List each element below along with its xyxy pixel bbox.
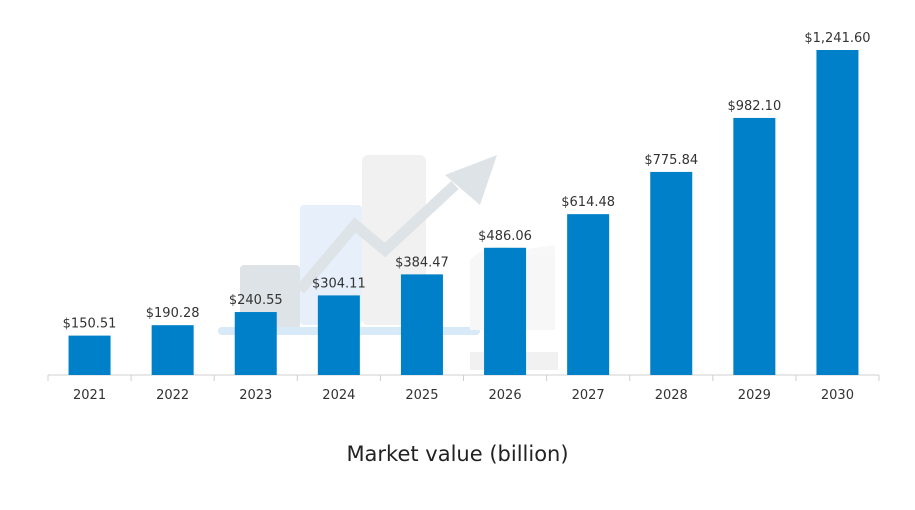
bars-group xyxy=(68,50,859,376)
x-tick-labels-group: 2021 2022 2023 2024 2025 2026 2027 2028 2029 2030 xyxy=(73,388,854,403)
bar-2026 xyxy=(484,247,527,375)
bar-2029 xyxy=(733,117,776,376)
bar-2022 xyxy=(151,325,194,375)
data-label-2025: $384.47 xyxy=(395,255,449,270)
x-axis-title: Market value (billion) xyxy=(346,442,569,466)
data-labels-group: $150.51 $190.28 $240.55 $304.11 $384.47 $486.… xyxy=(63,31,871,332)
data-label-2028: $775.84 xyxy=(644,153,698,168)
bar-2021 xyxy=(68,335,111,375)
bar-2030 xyxy=(816,50,859,375)
data-label-2030: $1,241.60 xyxy=(804,31,870,46)
data-label-2029: $982.10 xyxy=(727,99,781,114)
x-tick-label-2025: 2025 xyxy=(405,388,438,403)
data-label-2022: $190.28 xyxy=(146,306,200,321)
data-label-2021: $150.51 xyxy=(63,317,117,332)
x-tick-label-2028: 2028 xyxy=(655,388,688,403)
x-axis-ticks xyxy=(47,375,880,381)
data-label-2024: $304.11 xyxy=(312,276,366,291)
bar-2027 xyxy=(567,214,610,375)
x-tick-label-2029: 2029 xyxy=(738,388,771,403)
data-label-2026: $486.06 xyxy=(478,229,532,244)
bar-2025 xyxy=(400,274,443,375)
x-tick-label-2021: 2021 xyxy=(73,388,106,403)
data-label-2027: $614.48 xyxy=(561,195,615,210)
bar-2023 xyxy=(234,312,277,375)
x-tick-label-2030: 2030 xyxy=(821,388,854,403)
x-tick-label-2026: 2026 xyxy=(489,388,522,403)
x-tick-label-2027: 2027 xyxy=(572,388,605,403)
bar-2024 xyxy=(317,295,360,375)
bar-2028 xyxy=(650,171,693,375)
x-tick-label-2024: 2024 xyxy=(322,388,355,403)
data-label-2023: $240.55 xyxy=(229,293,283,308)
x-tick-label-2022: 2022 xyxy=(156,388,189,403)
x-tick-label-2023: 2023 xyxy=(239,388,272,403)
